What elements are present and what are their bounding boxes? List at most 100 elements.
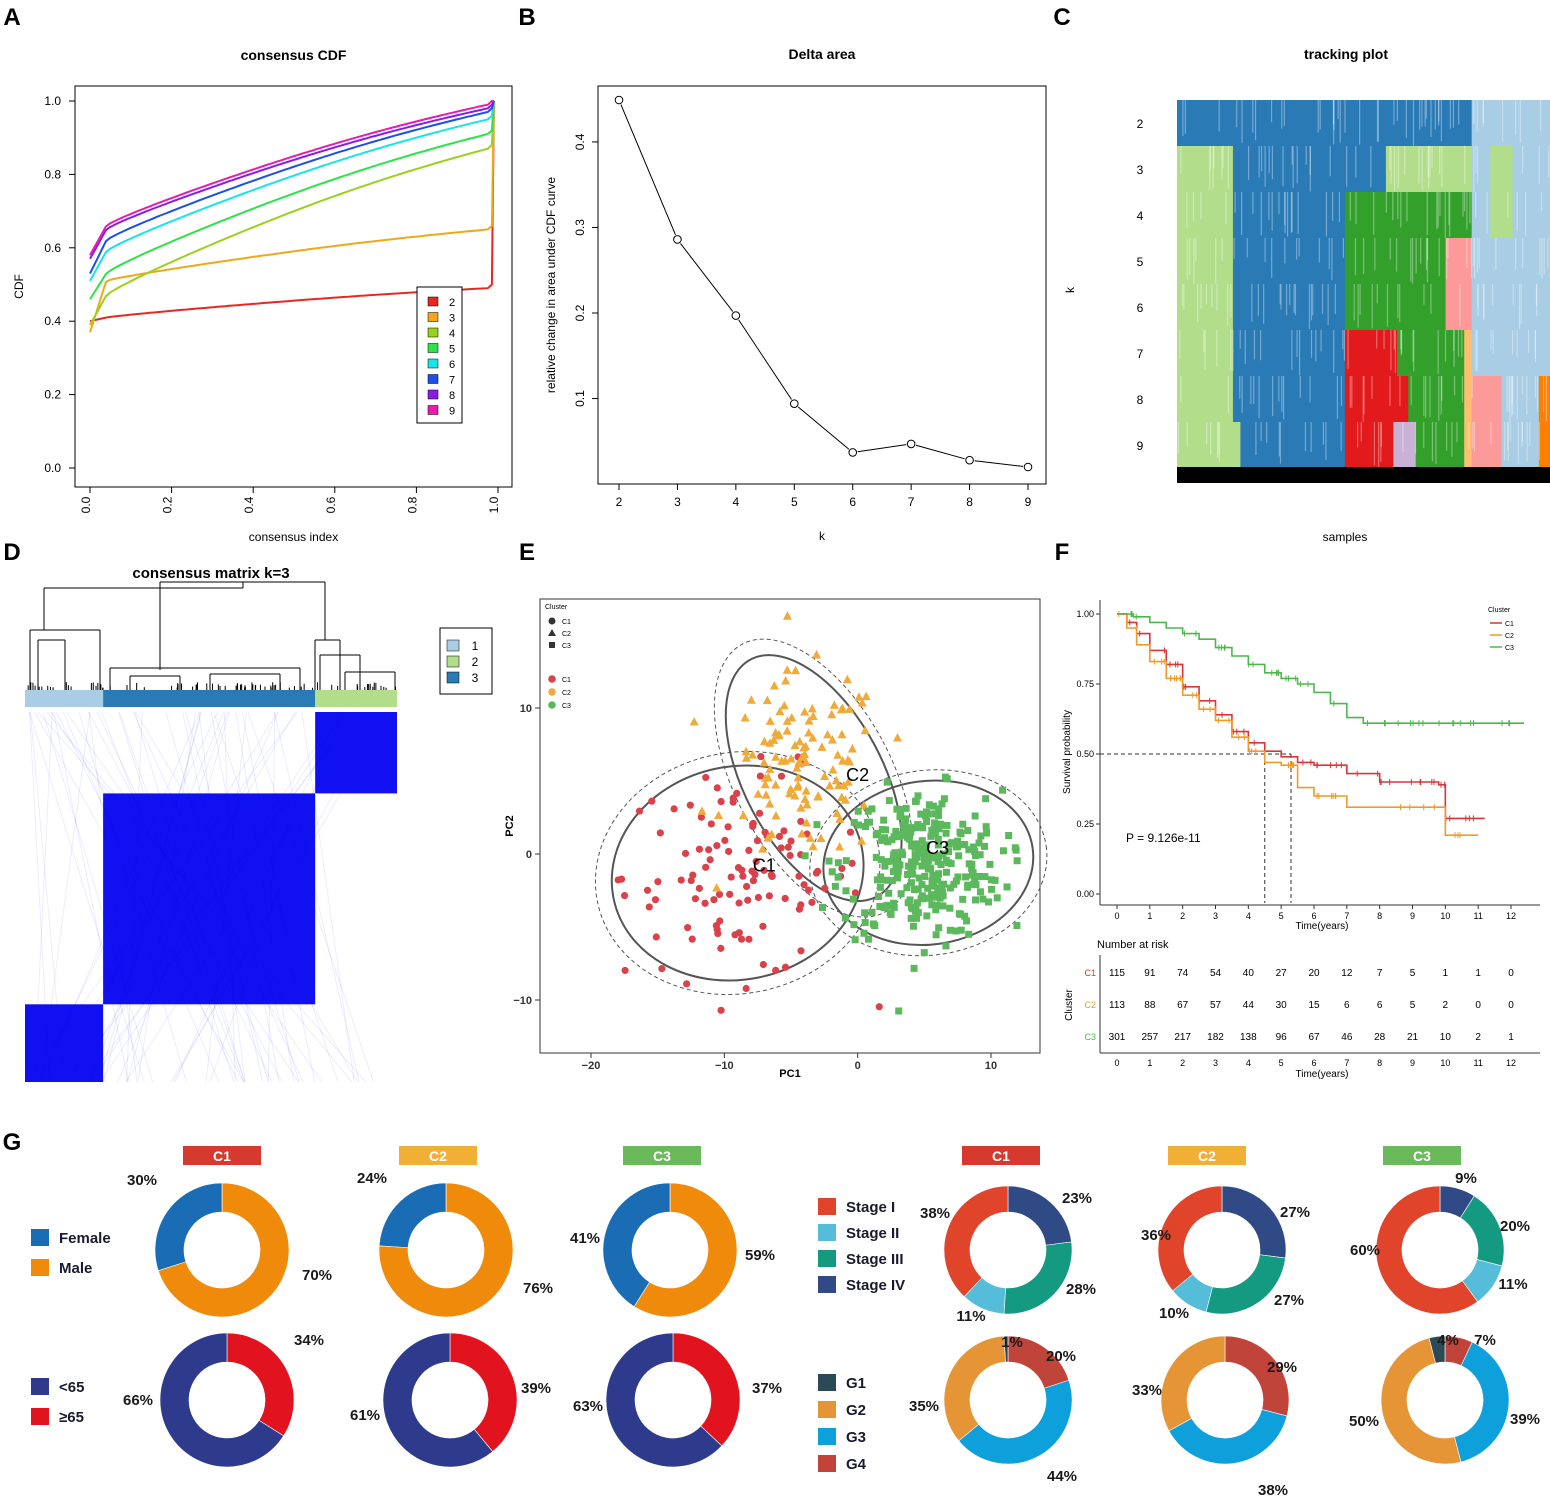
panel-d: consensus matrix k=3 1 2 3 <box>24 565 493 1083</box>
track-noise <box>1426 238 1429 261</box>
point-C2 <box>808 733 818 742</box>
matrix-noise <box>37 711 367 1083</box>
track-noise <box>1336 376 1339 420</box>
donut-percent-label: 39% <box>1510 1411 1540 1428</box>
legend-label: C1 <box>562 619 571 626</box>
track-noise <box>1518 284 1521 329</box>
chart-title: consensus CDF <box>241 47 347 63</box>
ellipse-label-c2: C2 <box>846 765 869 785</box>
cluster-bar-3 <box>103 690 316 707</box>
point-C1 <box>768 872 776 881</box>
point-C3 <box>895 1007 903 1015</box>
track-segment <box>1397 330 1465 377</box>
point-C1 <box>752 857 760 866</box>
legend-age-label: ≥65 <box>59 1409 84 1426</box>
point-C1 <box>781 894 789 903</box>
risk-x-tick-label: 1 <box>1147 1058 1152 1068</box>
legend-label: C2 <box>562 631 571 638</box>
track-segment <box>1177 192 1234 239</box>
donut-slice <box>1375 1185 1479 1315</box>
point-C3 <box>861 823 869 831</box>
track-noise <box>1389 238 1391 260</box>
donut-slice <box>226 1332 295 1437</box>
point-C3 <box>910 964 918 972</box>
point-C2 <box>837 729 847 739</box>
point-C3 <box>947 860 955 868</box>
point-C2 <box>759 736 769 746</box>
x-tick-label: 5 <box>1279 911 1284 921</box>
dendrogram <box>27 581 396 690</box>
track-noise <box>1521 422 1524 442</box>
track-noise <box>1526 376 1528 415</box>
track-noise <box>1271 146 1274 179</box>
track-noise <box>1200 284 1202 309</box>
track-noise <box>1180 376 1182 403</box>
point-C2 <box>761 790 771 799</box>
x-tick-label: 0 <box>855 1060 861 1072</box>
x-tick-label: 9 <box>1025 495 1032 509</box>
track-noise <box>1534 330 1537 363</box>
track-noise <box>1279 284 1281 305</box>
point-C2 <box>786 754 796 763</box>
point-C3 <box>961 841 969 849</box>
point-C3 <box>961 912 969 920</box>
risk-count: 6 <box>1377 1000 1383 1011</box>
point-C3 <box>850 818 858 826</box>
point-C3 <box>929 876 937 884</box>
km-curve-C2 <box>1117 613 1479 836</box>
matrix-noise <box>40 711 91 1083</box>
cluster-title-c3: C3 <box>1413 1148 1431 1164</box>
matrix-noise <box>42 711 154 1083</box>
track-noise <box>1438 100 1440 122</box>
point-C3 <box>956 910 964 918</box>
track-segment <box>1445 284 1473 331</box>
donut-percent-label: 60% <box>1350 1242 1380 1259</box>
legend-stage-label: Stage II <box>846 1225 899 1242</box>
track-noise <box>1461 376 1464 403</box>
point-C3 <box>842 887 850 895</box>
y-axis-label: k <box>1063 286 1077 293</box>
track-noise <box>1471 376 1473 399</box>
track-noise <box>1195 238 1197 261</box>
risk-count: 74 <box>1177 968 1189 979</box>
track-noise <box>1291 330 1293 371</box>
risk-x-tick-label: 2 <box>1180 1058 1185 1068</box>
x-tick-label: 9 <box>1410 911 1415 921</box>
point-C3 <box>913 840 921 848</box>
track-noise <box>1186 238 1188 280</box>
point-C3 <box>888 877 896 885</box>
track-segment <box>1344 192 1473 239</box>
point-C3 <box>988 885 996 893</box>
point-C3 <box>909 862 917 870</box>
y-tick-label: 1.0 <box>44 94 61 108</box>
track-segment <box>1471 284 1550 331</box>
matrix-noise <box>34 711 244 1083</box>
track-noise <box>1425 376 1427 418</box>
point-C3 <box>900 822 908 830</box>
donut-percent-label: 63% <box>573 1398 603 1415</box>
point-C1 <box>724 823 732 831</box>
ellipse-outer-1 <box>594 750 881 995</box>
legend-label: 2 <box>472 655 479 669</box>
point-C3 <box>891 849 899 857</box>
delta-point-k6 <box>848 448 858 457</box>
point-C2 <box>787 713 797 722</box>
matrix-noise <box>126 711 143 1083</box>
donut-percent-label: 35% <box>909 1398 939 1415</box>
track-segment <box>1512 192 1550 239</box>
track-segment <box>1344 330 1398 377</box>
track-noise <box>1501 100 1504 142</box>
donut-slice <box>1160 1335 1226 1432</box>
point-C1 <box>677 876 685 884</box>
panel-e: −20 −10 0 10 −10 0 10 PC1 PC2 C1 C2 C3 Cluster C1 C2 C3… <box>504 598 1048 1080</box>
legend-swatch <box>427 327 439 338</box>
point-C1 <box>670 805 678 813</box>
point-C3 <box>917 822 925 830</box>
track-noise <box>1309 146 1311 175</box>
legend-swatch <box>427 405 439 415</box>
legend-age-swatch <box>31 1378 49 1395</box>
cluster-title-c1: C1 <box>213 1148 231 1164</box>
donut-percent-label: 39% <box>521 1380 551 1397</box>
point-C3 <box>900 827 908 835</box>
track-noise <box>1236 100 1238 128</box>
